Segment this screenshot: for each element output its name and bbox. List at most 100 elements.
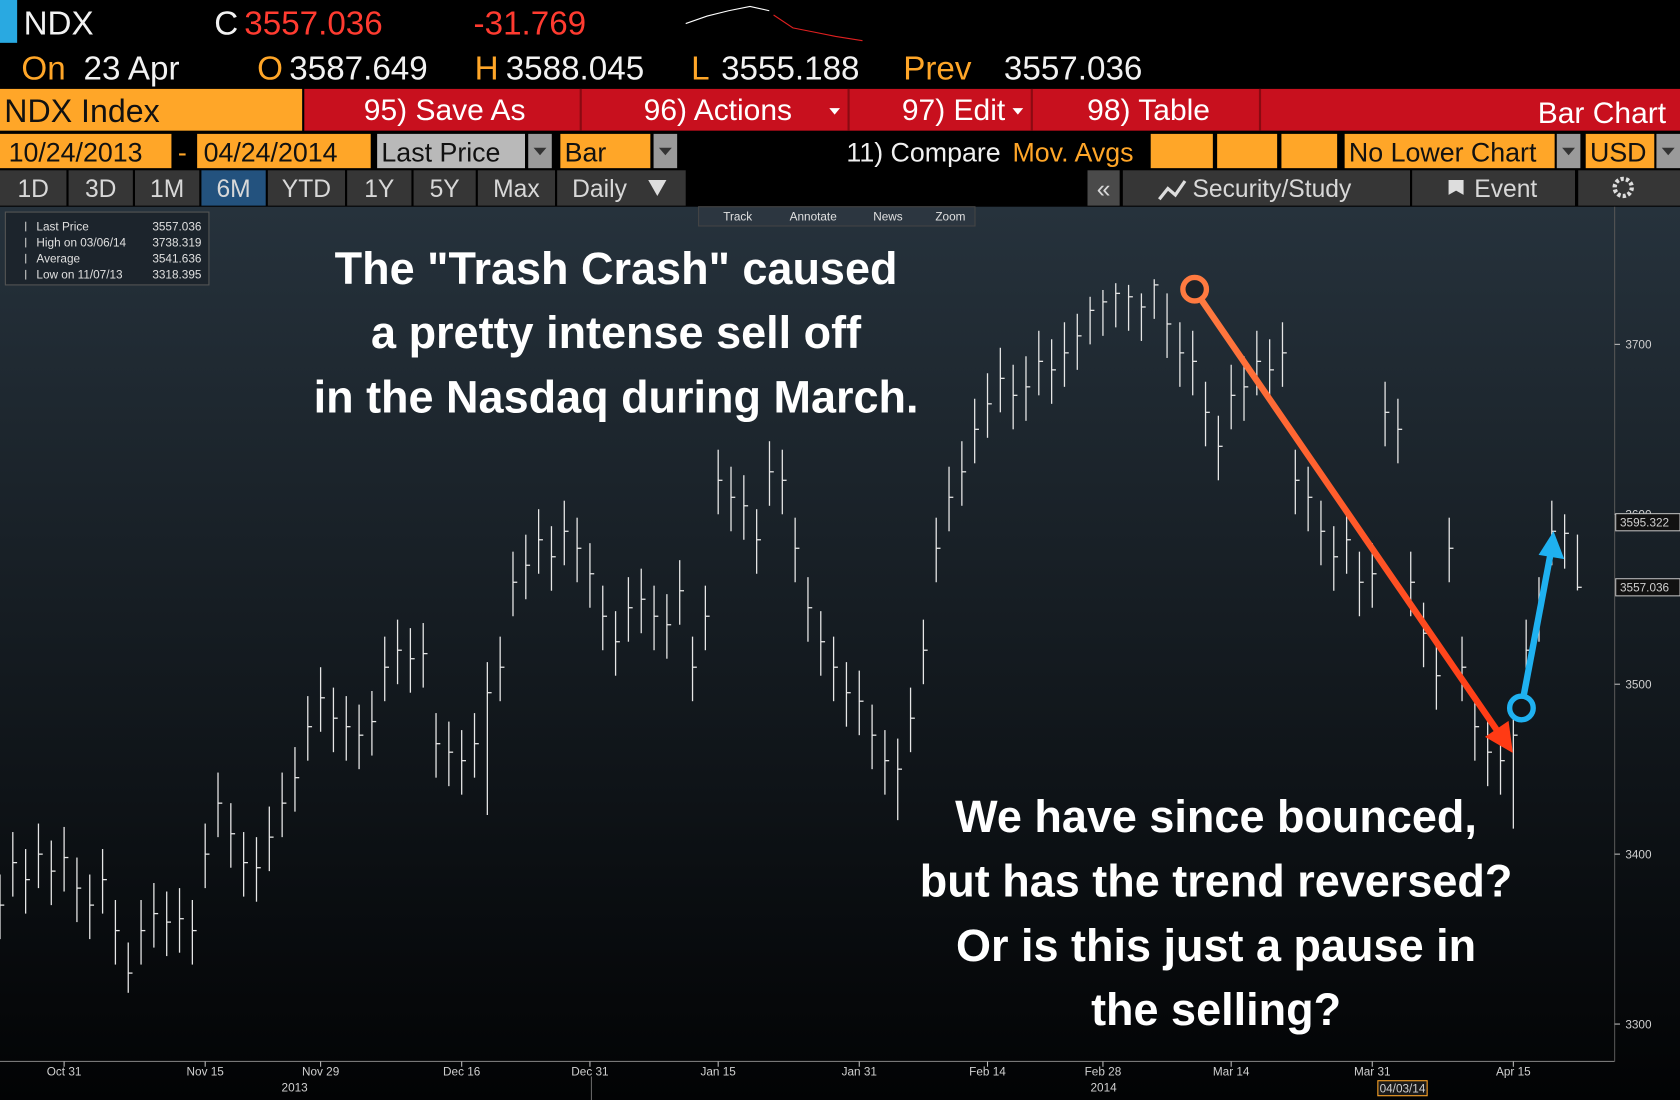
field-select[interactable] bbox=[377, 133, 525, 169]
lower-chart-select[interactable] bbox=[1344, 133, 1555, 169]
y-tick-label: 3300 bbox=[1625, 1018, 1652, 1031]
mov-avgs[interactable]: Mov. Avgs bbox=[1013, 138, 1134, 168]
menu-button[interactable]: 98) Table bbox=[1087, 94, 1210, 127]
arrowhead bbox=[1538, 531, 1565, 560]
legend-value: 3541.636 bbox=[152, 252, 202, 265]
close-label: C bbox=[214, 5, 238, 42]
menu-bar bbox=[304, 88, 1680, 131]
frequency-select[interactable] bbox=[557, 170, 686, 206]
period-label: 1Y bbox=[364, 176, 394, 203]
dropdown-arrow bbox=[1661, 147, 1675, 156]
field: Last Price bbox=[381, 138, 500, 168]
chart-tool[interactable]: Annotate bbox=[790, 211, 838, 224]
legend-label: Low on 11/07/13 bbox=[36, 268, 123, 281]
date: 23 Apr bbox=[84, 50, 180, 87]
x-tick-label: Oct 31 bbox=[47, 1065, 82, 1078]
security: NDX Index bbox=[4, 93, 159, 129]
chart-tools-bar bbox=[698, 206, 976, 227]
style-select[interactable] bbox=[560, 133, 651, 169]
settings-button[interactable] bbox=[1578, 170, 1680, 206]
change: -31.769 bbox=[474, 5, 587, 42]
period-tab[interactable] bbox=[413, 170, 476, 206]
price: 3557.036 bbox=[244, 5, 382, 42]
period-label: 1D bbox=[17, 176, 48, 203]
annotation: The "Trash Crash" caused bbox=[335, 243, 898, 294]
currency: USD bbox=[1590, 138, 1647, 168]
high-label: H bbox=[475, 50, 499, 87]
period-tab[interactable] bbox=[135, 170, 200, 206]
sparkline bbox=[773, 14, 863, 42]
x-tick-label: Apr 15 bbox=[1496, 1065, 1531, 1078]
arrow-start bbox=[1180, 274, 1210, 304]
price-tag: 3595.322 bbox=[1620, 517, 1669, 530]
low: 3555.188 bbox=[721, 50, 859, 87]
security-box[interactable] bbox=[0, 88, 303, 131]
x-tick-label: Nov 15 bbox=[187, 1065, 225, 1078]
annotation: We have since bounced, bbox=[955, 791, 1477, 842]
arrow-start bbox=[1506, 693, 1536, 723]
annotation: Or is this just a pause in bbox=[956, 920, 1476, 971]
empty-field[interactable] bbox=[1217, 133, 1278, 169]
chart-tool[interactable]: News bbox=[873, 211, 903, 224]
x-tick-label: Feb 14 bbox=[969, 1065, 1006, 1078]
dropdown-arrow bbox=[1562, 147, 1575, 156]
sparkline bbox=[685, 5, 770, 25]
dropdown-arrow bbox=[658, 147, 672, 156]
empty-field[interactable] bbox=[1150, 133, 1213, 169]
low-label: L bbox=[691, 50, 709, 87]
on-label: On bbox=[21, 50, 65, 87]
legend-value: 3738.319 bbox=[152, 236, 201, 249]
menu-button[interactable]: 97) Edit bbox=[902, 94, 1006, 127]
dropdown-arrow bbox=[1012, 108, 1024, 115]
style: Bar bbox=[565, 138, 607, 168]
x-tick-label: Mar 31 bbox=[1354, 1065, 1391, 1078]
end-date-field[interactable] bbox=[197, 133, 371, 169]
y-tick-label: 3400 bbox=[1625, 848, 1652, 861]
y-tick-label: 3500 bbox=[1625, 678, 1652, 691]
period-tab[interactable] bbox=[201, 170, 266, 206]
dropdown-arrow bbox=[533, 147, 547, 156]
high: 3588.045 bbox=[506, 50, 644, 87]
year-label: 2014 bbox=[1090, 1081, 1117, 1094]
period-label: 3D bbox=[85, 176, 116, 203]
price-tag-box bbox=[1615, 513, 1680, 532]
date-marker: 04/03/14 bbox=[1380, 1083, 1426, 1096]
period-tab[interactable] bbox=[0, 170, 67, 206]
legend-label: Average bbox=[36, 252, 80, 265]
period-tab[interactable] bbox=[347, 170, 412, 206]
prev: 3557.036 bbox=[1004, 50, 1142, 87]
start-date-field[interactable] bbox=[0, 133, 172, 169]
period-tab[interactable] bbox=[477, 170, 555, 206]
security-study-button[interactable] bbox=[1122, 170, 1410, 206]
start-date: 10/24/2013 bbox=[9, 138, 143, 168]
chart-tool[interactable]: Track bbox=[723, 211, 752, 224]
currency-select[interactable] bbox=[1585, 133, 1655, 169]
period-label: Max bbox=[493, 176, 540, 203]
period-label: 5Y bbox=[430, 176, 460, 203]
period-tab[interactable] bbox=[68, 170, 133, 206]
chart-tool[interactable]: Zoom bbox=[935, 211, 965, 224]
period-tab[interactable] bbox=[267, 170, 345, 206]
legend-label: High on 03/06/14 bbox=[36, 236, 126, 249]
prev-label: Prev bbox=[903, 50, 972, 87]
event-button[interactable] bbox=[1412, 170, 1575, 206]
chart-area bbox=[0, 206, 1680, 1100]
price-tag-box bbox=[1615, 578, 1680, 597]
menu-button[interactable]: 96) Actions bbox=[644, 94, 792, 127]
security-study: Security/Study bbox=[1193, 176, 1352, 203]
compare[interactable]: 11) Compare bbox=[846, 138, 1000, 168]
year-label: 2013 bbox=[282, 1081, 309, 1094]
event: Event bbox=[1474, 176, 1537, 203]
period-label: 1M bbox=[150, 176, 184, 203]
annotation: in the Nasdaq during March. bbox=[314, 371, 919, 422]
end-date: 04/24/2014 bbox=[204, 138, 338, 168]
menu-button[interactable]: 95) Save As bbox=[364, 94, 526, 127]
annotation: but has the trend reversed? bbox=[920, 856, 1513, 907]
empty-field[interactable] bbox=[1281, 133, 1338, 169]
open: 3587.649 bbox=[289, 50, 427, 87]
dropdown-arrow bbox=[648, 179, 667, 197]
up-arrow bbox=[1520, 554, 1554, 697]
x-tick-label: Dec 31 bbox=[571, 1065, 608, 1078]
collapse-button[interactable] bbox=[1087, 170, 1120, 206]
